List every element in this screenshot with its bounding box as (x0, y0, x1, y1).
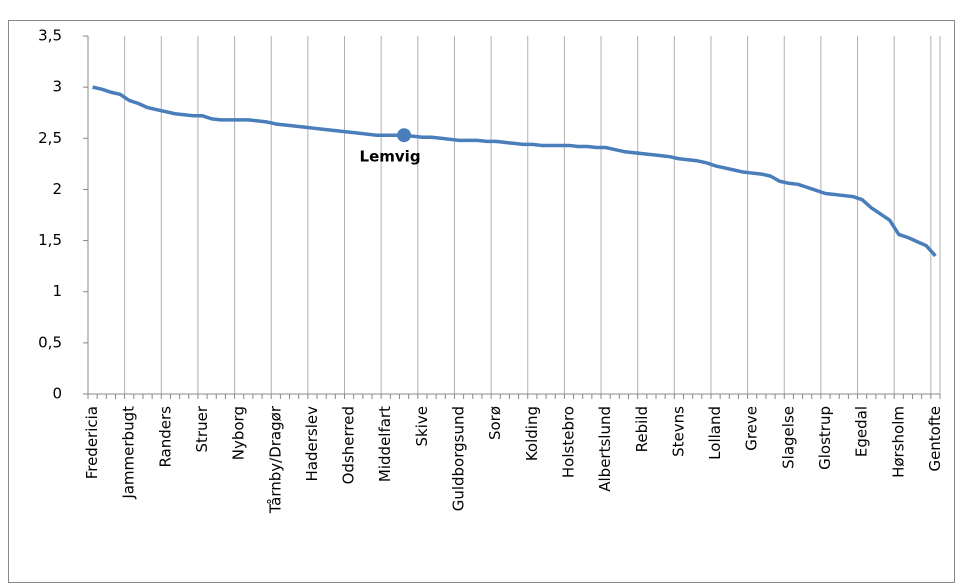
x-tick-label: Fredericia (83, 406, 101, 479)
x-tick-label: Middelfart (376, 406, 394, 482)
highlight-marker (397, 128, 412, 143)
data-line (92, 85, 937, 258)
annotation: Lemvig (360, 148, 421, 166)
x-tick-label: Randers (156, 406, 174, 468)
x-tick-label: Hørsholm (889, 406, 907, 478)
x-tick-label: Skive (413, 406, 431, 446)
chart-frame (8, 20, 955, 583)
x-tick-label: Holstebro (559, 406, 577, 478)
x-tick-label: Greve (743, 406, 761, 451)
x-tick-label: Odsherred (340, 406, 358, 484)
y-tick-label: 1 (52, 282, 62, 300)
x-tick-label: Egedal (853, 406, 871, 457)
x-tick-label: Kolding (523, 406, 541, 461)
x-tick-label: Glostrup (816, 406, 834, 470)
x-tick-label: Haderslev (303, 406, 321, 482)
x-tick-label: Nyborg (230, 406, 248, 460)
y-tick-label: 0 (52, 385, 62, 403)
x-tick-label: Jammerbugt (120, 406, 138, 500)
y-tick-label: 2,5 (38, 129, 62, 147)
x-tick-label: Stevns (669, 406, 687, 457)
x-tick-label: Slagelse (779, 406, 797, 469)
x-tick-label: Albertslund (596, 406, 614, 492)
y-tick-label: 2 (52, 180, 62, 198)
y-tick-label: 1,5 (38, 231, 62, 249)
y-tick-label: 3,5 (38, 27, 62, 45)
x-tick-label: Gentofte (926, 406, 944, 472)
x-tick-label: Lolland (706, 406, 724, 460)
y-tick-label: 0,5 (38, 333, 62, 351)
x-tick-label: Struer (193, 405, 211, 452)
x-tick-label: Guldborgsund (450, 406, 468, 511)
y-tick-label: 3 (52, 78, 62, 96)
x-tick-label: Sorø (486, 406, 504, 440)
x-tick-label: Rebild (633, 406, 651, 452)
x-tick-label: Tårnby/Dragør (266, 405, 284, 514)
